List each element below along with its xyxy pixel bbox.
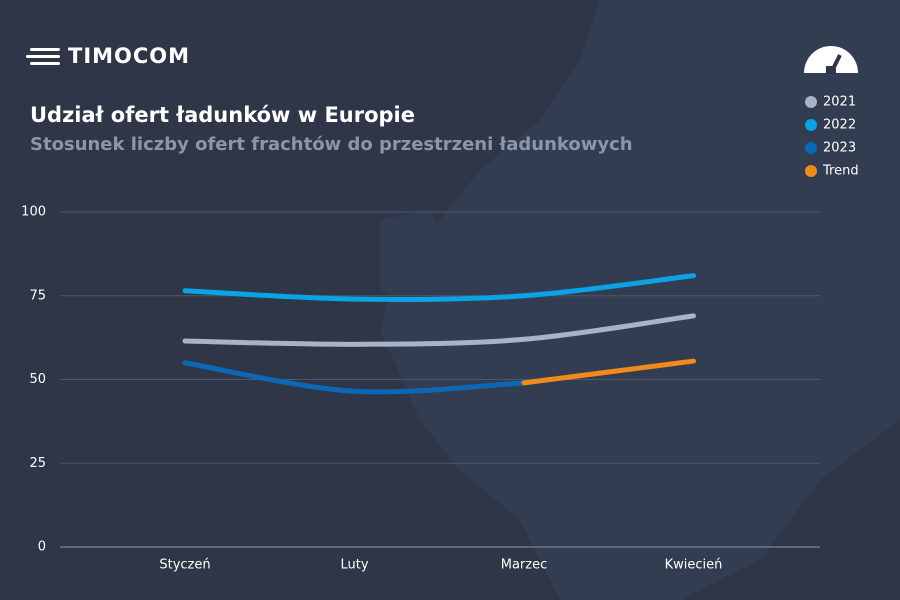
series-line	[521, 358, 696, 386]
x-tick-label: Marzec	[501, 558, 548, 573]
y-tick-label: 75	[29, 288, 46, 303]
legend-label: 2022	[823, 118, 856, 133]
chart-subtitle: Stosunek liczby ofert frachtów do przest…	[30, 134, 633, 155]
series-line	[182, 360, 527, 395]
x-tick-label: Styczeń	[159, 558, 210, 573]
legend-marker	[805, 96, 817, 108]
brand: TIMOCOM	[68, 44, 190, 68]
y-tick-label: 50	[29, 372, 46, 387]
y-tick-label: 0	[38, 540, 46, 555]
legend-marker	[805, 119, 817, 131]
legend-marker	[805, 165, 817, 177]
y-tick-label: 25	[29, 456, 46, 471]
gauge-icon	[804, 46, 858, 74]
x-tick-label: Luty	[340, 558, 368, 573]
legend-label: Trend	[822, 164, 859, 179]
logo-icon	[26, 48, 60, 65]
x-tick-label: Kwiecień	[665, 558, 723, 573]
chart-title: Udział ofert ładunków w Europie	[30, 103, 415, 127]
legend-label: 2023	[823, 141, 856, 156]
map-backdrop	[380, 0, 900, 600]
series-line	[182, 313, 696, 347]
series-line	[182, 273, 696, 302]
y-tick-label: 100	[21, 205, 46, 220]
legend-label: 2021	[823, 95, 856, 110]
legend-marker	[805, 142, 817, 154]
